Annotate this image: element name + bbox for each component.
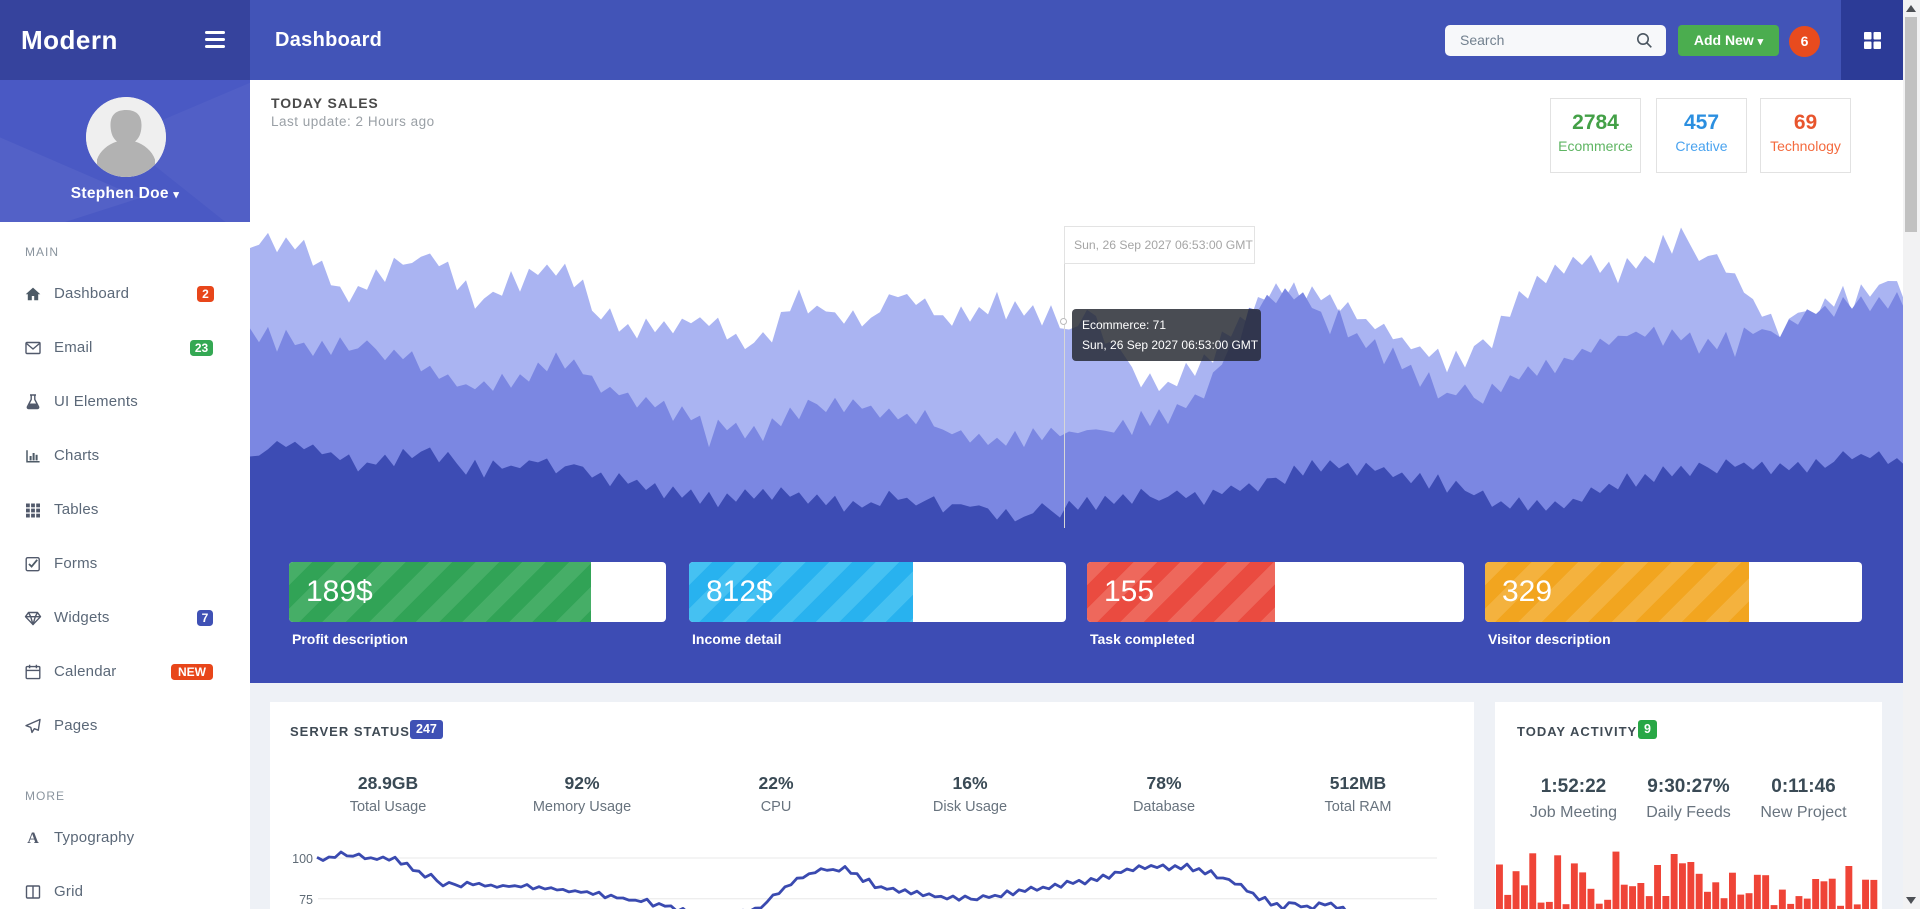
svg-text:A: A [27,830,39,847]
svg-text:75: 75 [299,893,313,907]
svg-text:100: 100 [292,852,313,866]
